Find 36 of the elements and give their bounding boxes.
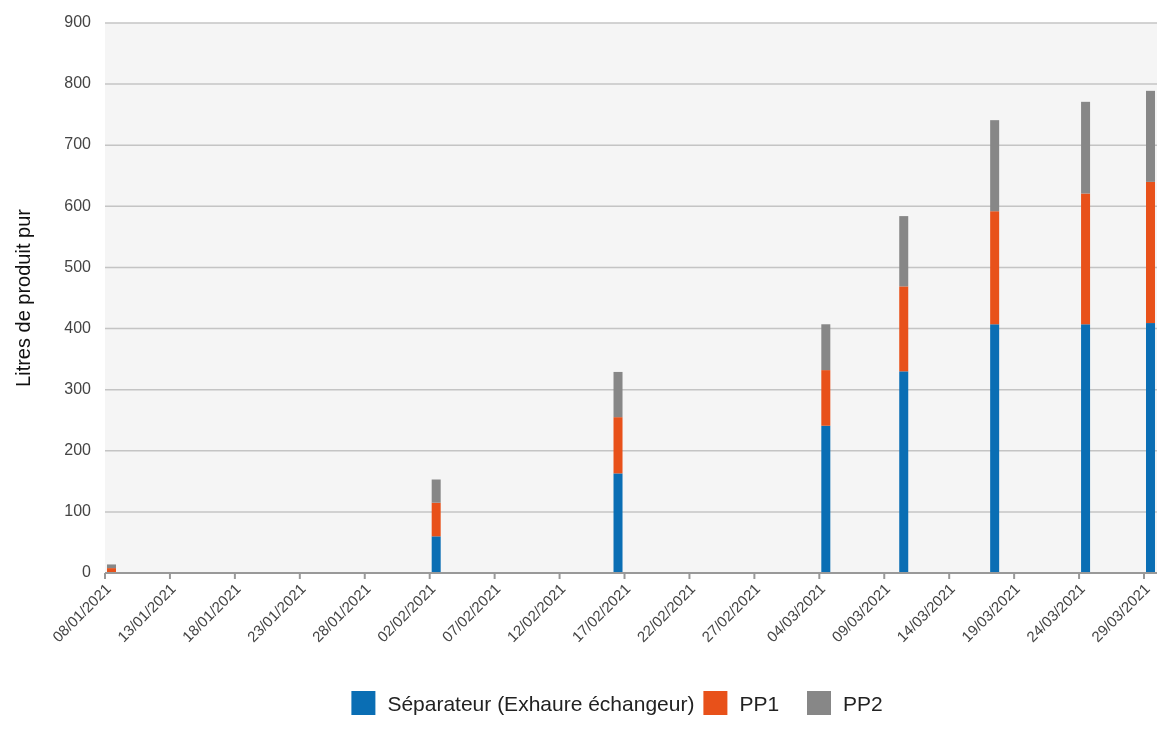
bar — [613, 371, 623, 418]
bar — [990, 324, 1000, 573]
bar — [899, 216, 909, 287]
bar — [1146, 181, 1156, 324]
bar — [821, 370, 831, 426]
y-tick-label: 400 — [64, 318, 92, 336]
bar — [990, 211, 1000, 325]
y-tick-label: 500 — [64, 257, 92, 275]
bar — [1081, 193, 1091, 325]
y-tick-label: 100 — [64, 502, 92, 520]
bar — [431, 502, 441, 537]
y-axis-title: Litres de produit pur — [12, 208, 34, 387]
y-tick-label: 800 — [64, 74, 92, 92]
bar — [821, 324, 831, 371]
y-tick-label: 300 — [64, 379, 92, 397]
bar — [990, 120, 1000, 212]
legend-label: PP2 — [843, 692, 883, 715]
y-tick-label: 700 — [64, 135, 92, 153]
bar — [899, 371, 909, 573]
bar — [1081, 101, 1091, 194]
y-tick-label: 600 — [64, 196, 92, 214]
y-tick-label: 200 — [64, 441, 92, 459]
y-tick-label: 900 — [64, 13, 92, 31]
bar — [1146, 90, 1156, 182]
y-tick-label: 0 — [82, 563, 92, 581]
legend-label: Séparateur (Exhaure échangeur) — [387, 692, 695, 715]
bar — [1146, 323, 1156, 573]
legend-label: PP1 — [739, 692, 780, 715]
bar — [899, 286, 909, 372]
bar — [613, 473, 623, 573]
bar — [431, 536, 441, 573]
bar — [106, 564, 116, 569]
bar — [431, 479, 441, 503]
bar — [821, 425, 831, 573]
bar — [613, 417, 623, 474]
bar — [1081, 324, 1091, 573]
